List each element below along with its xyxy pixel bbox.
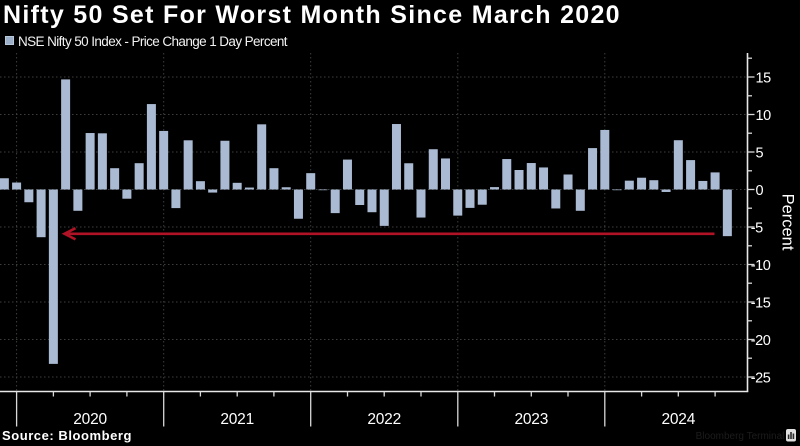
svg-text:-20: -20 <box>751 333 771 349</box>
svg-text:2023: 2023 <box>514 411 548 428</box>
svg-text:2022: 2022 <box>367 411 401 428</box>
svg-text:-15: -15 <box>751 296 771 312</box>
svg-text:10: 10 <box>756 108 772 124</box>
svg-text:2024: 2024 <box>661 411 695 428</box>
svg-text:15: 15 <box>756 71 772 87</box>
svg-text:5: 5 <box>756 146 764 162</box>
svg-text:-25: -25 <box>751 371 771 387</box>
svg-text:2020: 2020 <box>73 411 107 428</box>
svg-text:-10: -10 <box>751 258 771 274</box>
svg-text:-5: -5 <box>751 221 763 237</box>
svg-text:0: 0 <box>756 183 764 199</box>
svg-text:Percent: Percent <box>779 194 797 251</box>
svg-text:Bloomberg Terminal: Bloomberg Terminal <box>696 431 785 442</box>
svg-text:2021: 2021 <box>220 411 254 428</box>
